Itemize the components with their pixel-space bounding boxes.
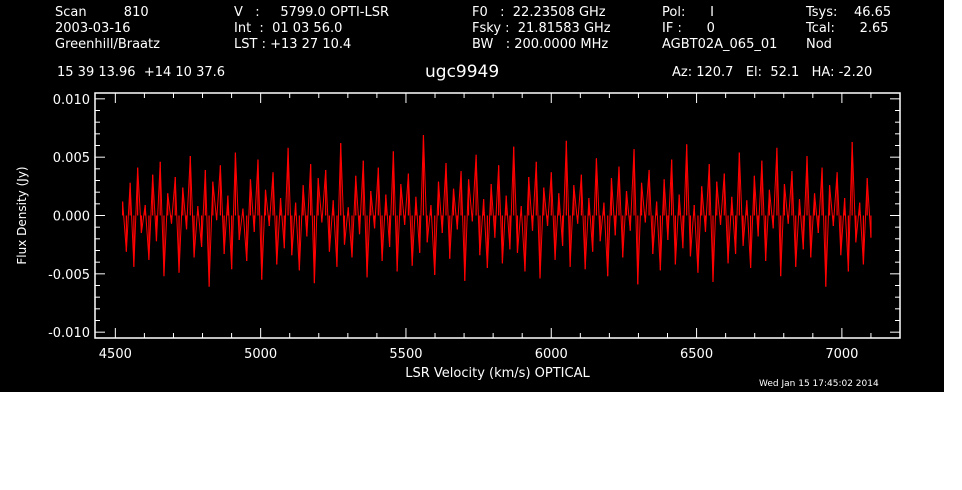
sky-frequency: Fsky : 21.81583 GHz <box>472 21 611 36</box>
project-id: AGBT02A_065_01 <box>662 37 778 52</box>
scan-number: Scan 810 <box>55 5 149 20</box>
bandwidth: BW : 200.0000 MHz <box>472 37 609 52</box>
observer: Greenhill/Braatz <box>55 37 160 52</box>
source-name: ugc9949 <box>425 62 500 82</box>
x-axis-label: LSR Velocity (km/s) OPTICAL <box>405 366 590 381</box>
x-tick-label: 5500 <box>389 347 422 362</box>
y-tick-label: 0.010 <box>53 93 90 108</box>
system-temperature: Tsys: 46.65 <box>806 5 892 20</box>
x-tick-label: 5000 <box>244 347 277 362</box>
polarization: Pol: I <box>662 5 714 20</box>
spectrum-trace-layer <box>122 134 872 287</box>
obs-date: 2003-03-16 <box>55 21 131 36</box>
x-tick-label: 4500 <box>99 347 132 362</box>
cal-temperature: Tcal: 2.65 <box>806 21 889 36</box>
y-tick-label: 0.005 <box>53 151 90 166</box>
rest-frequency: F0 : 22.23508 GHz <box>472 5 606 20</box>
timestamp: Wed Jan 15 17:45:02 2014 <box>759 379 879 389</box>
lst-info: LST : +13 27 10.4 <box>234 37 352 52</box>
x-tick-label: 6000 <box>535 347 568 362</box>
y-axis-label: Flux Density (Jy) <box>15 166 29 264</box>
pointing-info: Az: 120.7 El: 52.1 HA: -2.20 <box>672 65 873 80</box>
axis-ticks <box>95 93 901 338</box>
integration-time: Int : 01 03 56.0 <box>234 21 343 36</box>
x-tick-label: 6500 <box>680 347 713 362</box>
y-tick-label: -0.005 <box>48 268 90 283</box>
y-tick-label: 0.000 <box>53 210 90 225</box>
source-coordinates: 15 39 13.96 +14 10 37.6 <box>57 65 226 80</box>
spectrum-panel: 4500 5000 5500 6000 6500 7000 -0.010 -0.005 0.00… <box>0 0 944 392</box>
x-tick-label: 7000 <box>825 347 858 362</box>
axis-tick-labels: 4500 5000 5500 6000 6500 7000 -0.010 -0.005 0.00… <box>48 93 858 362</box>
y-tick-label: -0.010 <box>48 326 90 341</box>
spectrum-chart: 4500 5000 5500 6000 6500 7000 -0.010 -0.005 0.00… <box>15 92 901 381</box>
spectrum-series-line <box>122 134 872 287</box>
velocity-info: V : 5799.0 OPTI-LSR <box>234 5 390 20</box>
if-number: IF : 0 <box>662 21 715 36</box>
switching-mode: Nod <box>806 37 832 52</box>
